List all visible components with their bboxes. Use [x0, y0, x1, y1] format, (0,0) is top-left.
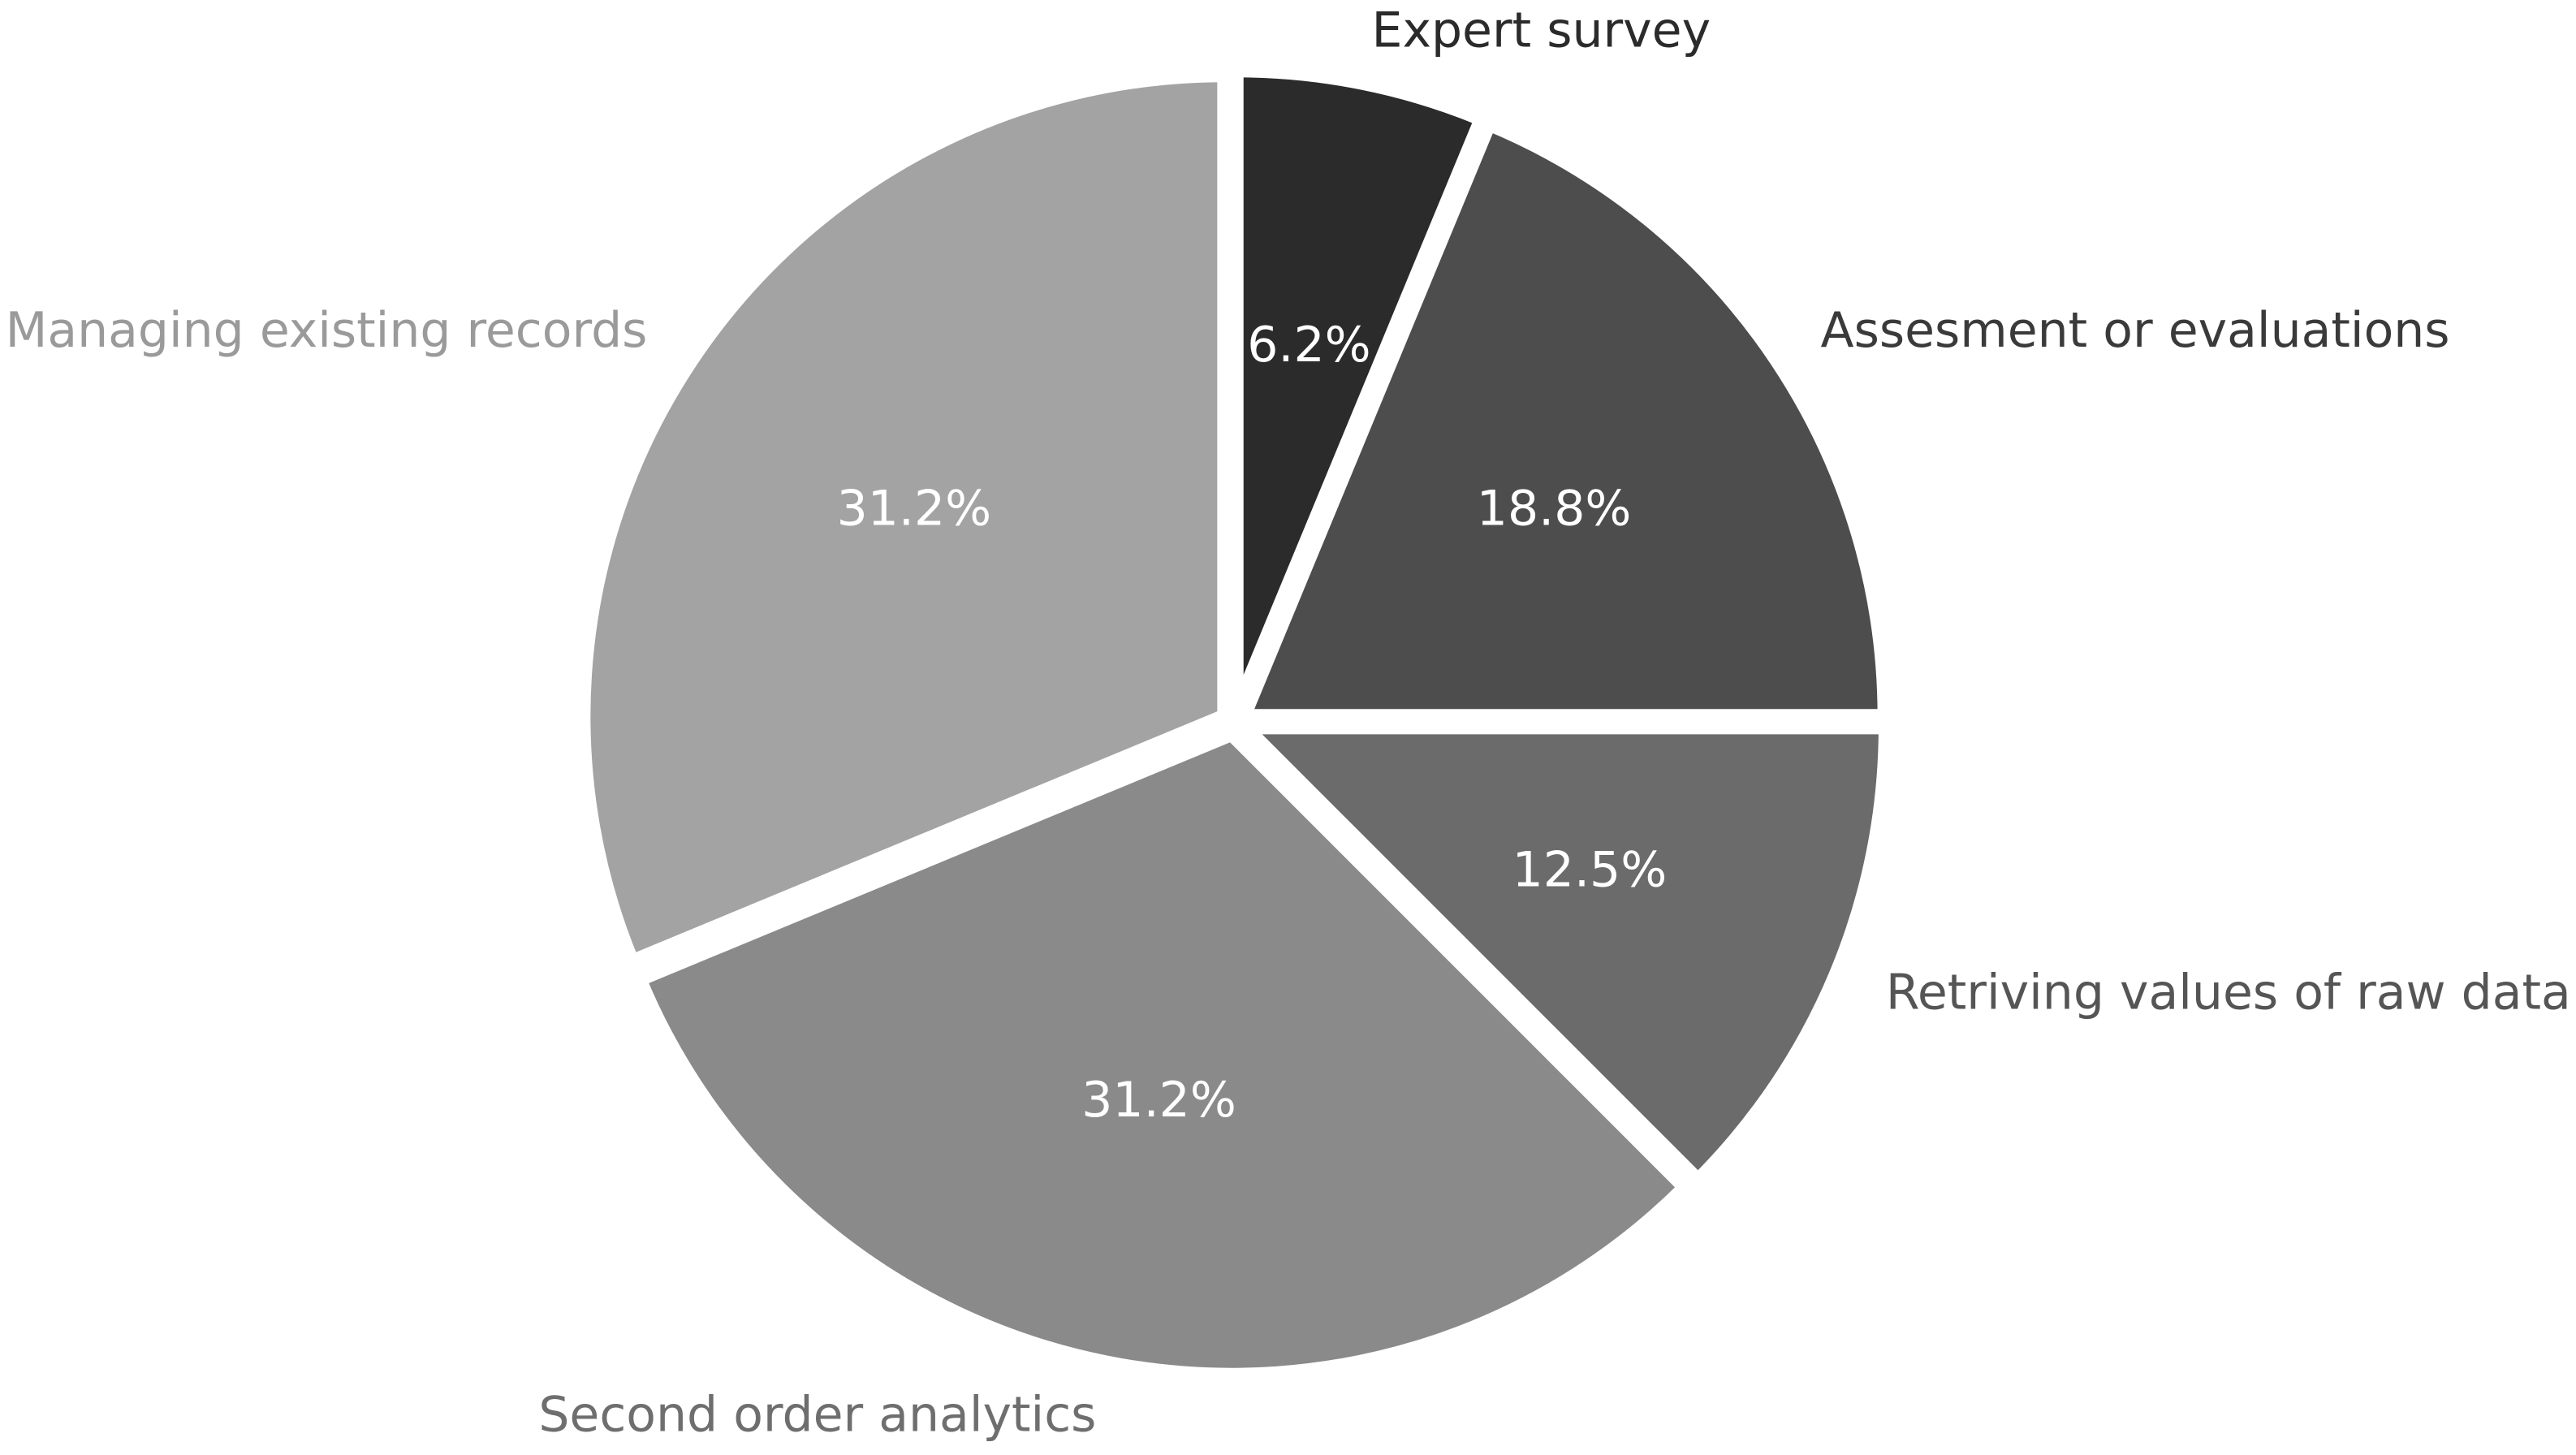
pie-slices	[576, 63, 1893, 1383]
percent-label-managing-existing-records: 31.2%	[837, 481, 992, 538]
pie-slice-expert-survey	[1228, 63, 1491, 715]
category-label-expert-survey: Expert survey	[1372, 2, 1711, 59]
percent-labels: 6.2% 18.8% 12.5% 31.2% 31.2%	[837, 317, 1668, 1129]
percent-label-second-order-analytics: 31.2%	[1081, 1072, 1236, 1129]
pie-slice-retriving-values-of-raw-data	[1227, 719, 1893, 1191]
pie-slice-assesment-or-evaluations	[1232, 114, 1892, 724]
category-labels: Expert survey Assesment or evaluations Ret…	[6, 2, 2571, 1444]
category-label-assesment-or-evaluations: Assesment or evaluations	[1821, 302, 2450, 359]
category-label-retriving-values-of-raw-data: Retriving values of raw data	[1886, 965, 2571, 1021]
category-label-second-order-analytics: Second order analytics	[538, 1386, 1096, 1443]
percent-label-expert-survey: 6.2%	[1247, 317, 1370, 373]
percent-label-retriving-values-of-raw-data: 12.5%	[1512, 841, 1668, 898]
pie-slice-second-order-analytics	[629, 725, 1696, 1383]
category-label-managing-existing-records: Managing existing records	[6, 302, 648, 359]
pie-slice-managing-existing-records	[576, 67, 1232, 972]
percent-label-assesment-or-evaluations: 18.8%	[1477, 481, 1632, 538]
